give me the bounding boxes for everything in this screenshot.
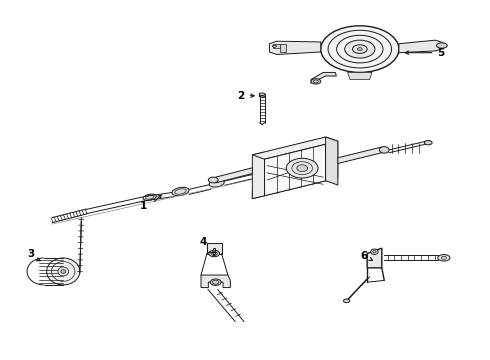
Ellipse shape [343, 299, 350, 303]
Ellipse shape [371, 249, 378, 255]
Polygon shape [252, 173, 326, 199]
Ellipse shape [143, 194, 156, 201]
Polygon shape [252, 137, 338, 159]
Ellipse shape [61, 270, 66, 273]
Ellipse shape [210, 279, 221, 285]
Ellipse shape [379, 147, 389, 153]
Ellipse shape [213, 280, 219, 284]
Text: 6: 6 [360, 251, 368, 261]
Polygon shape [311, 72, 336, 83]
Ellipse shape [172, 187, 189, 196]
Text: 5: 5 [437, 48, 444, 58]
Polygon shape [338, 147, 382, 163]
Polygon shape [270, 41, 321, 54]
Ellipse shape [286, 158, 318, 178]
Ellipse shape [344, 40, 375, 58]
Polygon shape [367, 248, 382, 268]
Text: 3: 3 [27, 248, 35, 258]
Ellipse shape [438, 255, 450, 261]
Ellipse shape [47, 258, 80, 285]
Ellipse shape [311, 79, 321, 84]
Text: 1: 1 [140, 201, 147, 211]
Ellipse shape [373, 251, 376, 253]
Ellipse shape [437, 43, 447, 48]
Ellipse shape [424, 140, 432, 145]
Ellipse shape [209, 250, 220, 257]
Ellipse shape [321, 26, 399, 72]
Polygon shape [347, 72, 372, 80]
Polygon shape [207, 243, 221, 253]
Polygon shape [201, 275, 230, 288]
Text: 2: 2 [238, 91, 245, 101]
Polygon shape [265, 141, 338, 196]
Ellipse shape [208, 177, 218, 183]
Ellipse shape [209, 179, 224, 187]
Polygon shape [252, 152, 265, 199]
Ellipse shape [259, 93, 265, 95]
Polygon shape [326, 137, 338, 185]
Bar [280, 44, 286, 52]
Ellipse shape [272, 45, 276, 47]
Ellipse shape [58, 267, 69, 276]
Text: 4: 4 [200, 237, 207, 247]
Ellipse shape [211, 252, 218, 256]
Polygon shape [399, 40, 443, 53]
Ellipse shape [297, 165, 308, 172]
Ellipse shape [357, 48, 362, 50]
Polygon shape [216, 168, 252, 183]
Bar [273, 44, 280, 48]
